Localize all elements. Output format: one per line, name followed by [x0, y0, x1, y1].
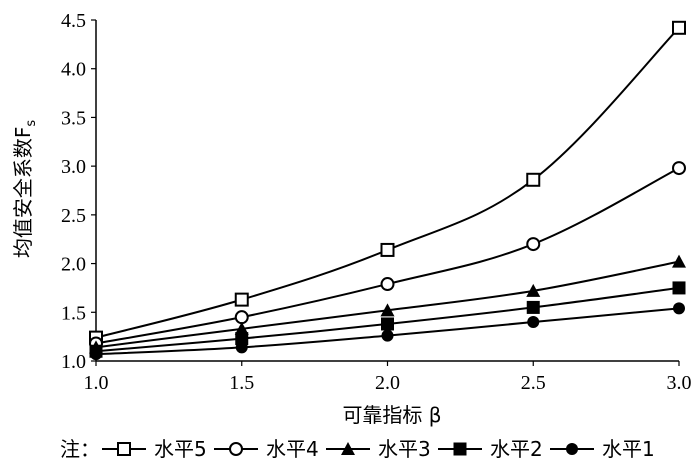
- x-tick-label: 2.5: [521, 372, 546, 394]
- legend-label: 水平5: [154, 437, 207, 461]
- data-point: [526, 300, 540, 314]
- y-tick-label: 2.0: [61, 254, 86, 276]
- legend-label: 水平4: [266, 437, 319, 461]
- data-point: [234, 321, 249, 335]
- legend-item-3: 水平3: [326, 437, 431, 461]
- series-3: [89, 254, 686, 354]
- legend-marker: [566, 443, 578, 455]
- data-point: [234, 310, 249, 325]
- legend-marker: [341, 442, 355, 455]
- data-point: [527, 316, 540, 329]
- data-point: [381, 329, 394, 342]
- legend-prefix: 注：: [60, 437, 100, 461]
- data-point: [235, 341, 248, 354]
- data-point: [672, 281, 686, 295]
- data-point: [526, 172, 541, 187]
- series-group: [89, 20, 686, 361]
- data-point: [380, 242, 395, 257]
- data-point: [673, 302, 685, 315]
- x-tick-label: 3.0: [667, 372, 692, 394]
- y-axis-title-subscript: s: [24, 120, 39, 127]
- y-tick-label: 4.5: [61, 10, 86, 32]
- data-point: [526, 237, 541, 252]
- y-ticks: 1.0 1.5 2.0 2.5 3.0 3.5 4.0 4.5: [61, 10, 96, 373]
- data-point: [234, 292, 249, 307]
- x-tick-label: 2.0: [375, 372, 400, 394]
- data-point: [672, 20, 686, 35]
- data-point: [672, 161, 686, 176]
- data-point: [672, 254, 686, 268]
- legend-item-2: 水平4: [214, 437, 319, 461]
- y-axis-title: 均值安全系数Fs: [11, 120, 39, 259]
- data-point: [90, 348, 102, 361]
- legend-label: 水平2: [490, 437, 543, 461]
- x-axis-title: 可靠指标 β: [342, 403, 441, 427]
- legend-item-1: 水平5: [102, 437, 207, 461]
- series-5: [90, 302, 685, 361]
- data-point: [380, 303, 395, 317]
- legend-item-4: 水平2: [438, 437, 543, 461]
- legend-marker: [453, 442, 467, 456]
- series-4: [89, 281, 686, 358]
- x-tick-label: 1.5: [229, 372, 254, 394]
- legend: 注： 水平5 水平4 水平3 水平2 水平1: [60, 437, 655, 461]
- y-tick-label: 2.5: [61, 205, 86, 227]
- x-tick-label: 1.0: [84, 372, 109, 394]
- y-tick-label: 1.5: [61, 302, 86, 324]
- series-1: [89, 20, 686, 345]
- legend-marker: [117, 442, 131, 456]
- x-ticks: 1.0 1.5 2.0 2.5 3.0: [84, 361, 692, 394]
- y-tick-label: 3.5: [61, 107, 86, 129]
- legend-label: 水平3: [378, 437, 431, 461]
- y-tick-label: 4.0: [61, 59, 86, 81]
- legend-marker: [229, 442, 243, 456]
- legend-label: 水平1: [602, 437, 655, 461]
- y-tick-label: 3.0: [61, 156, 86, 178]
- y-axis-title-main: 均值安全系数F: [11, 127, 35, 259]
- data-point: [526, 283, 541, 297]
- data-point: [381, 317, 394, 331]
- series-line: [95, 27, 680, 339]
- legend-item-5: 水平1: [550, 437, 655, 461]
- data-point: [380, 277, 395, 292]
- y-tick-label: 1.0: [61, 351, 86, 373]
